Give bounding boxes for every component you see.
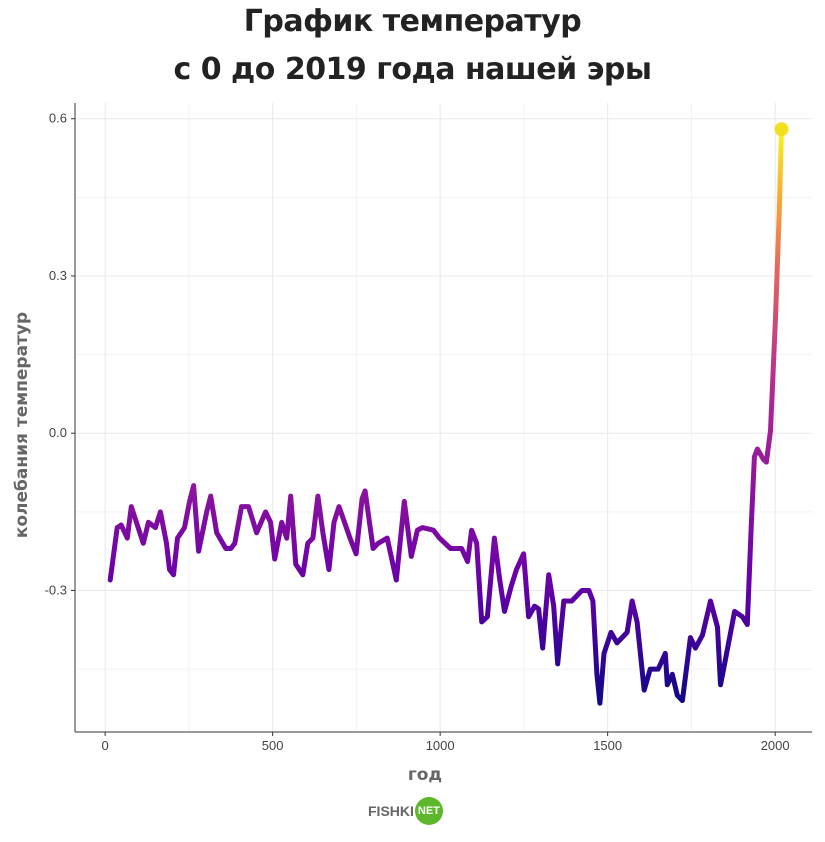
x-tick-label: 500: [262, 738, 284, 753]
x-tick-label: 2000: [761, 738, 790, 753]
y-tick-label: 0.6: [49, 111, 67, 126]
x-tick-label: 1000: [426, 738, 455, 753]
chart-subtitle: с 0 до 2019 года нашей эры: [173, 52, 652, 87]
y-axis-label: колебания температур: [12, 312, 32, 538]
logo-badge: NET: [414, 797, 443, 825]
grid: [75, 103, 812, 732]
end-point-marker: [774, 122, 789, 137]
y-tick-label: 0.0: [49, 425, 67, 440]
y-tick-label: 0.3: [49, 268, 67, 283]
logo-brand: FISHKI: [368, 803, 414, 819]
chart-title: График температур: [243, 4, 582, 39]
fishki-logo: FISHKI NET: [368, 797, 443, 825]
x-axis-label: год: [408, 765, 442, 785]
x-tick-label: 1500: [593, 738, 622, 753]
temperature-line: [107, 126, 784, 706]
y-tick-label: -0.3: [45, 582, 67, 597]
x-tick-label: 0: [102, 738, 109, 753]
